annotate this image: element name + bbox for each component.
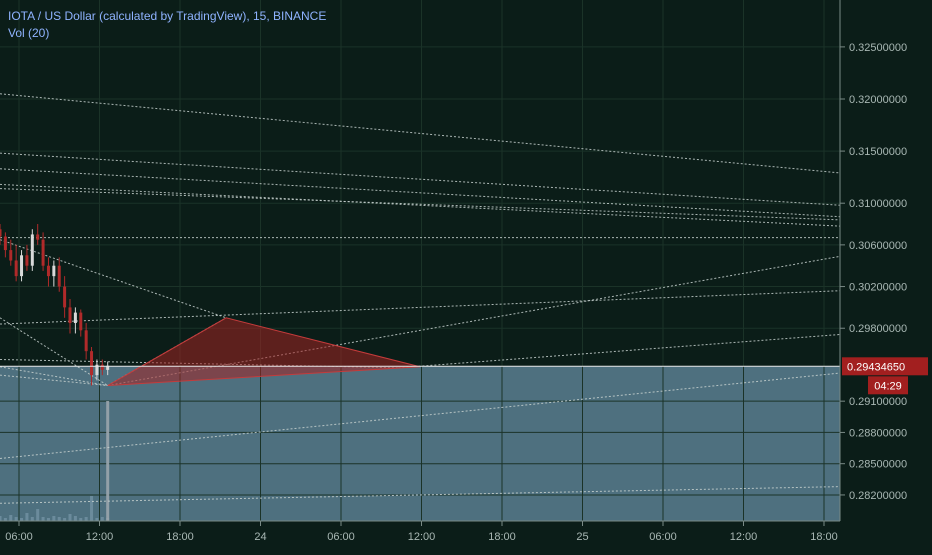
- volume-bar: [30, 517, 34, 521]
- trend-line[interactable]: [0, 152, 841, 206]
- price-tick-label: 0.31000000: [849, 198, 907, 210]
- candle-body[interactable]: [9, 250, 13, 261]
- price-tick-label: 0.28800000: [849, 427, 907, 439]
- legend: IOTA / US Dollar (calculated by TradingV…: [8, 8, 326, 42]
- time-tick-label: 24: [254, 531, 266, 543]
- candle-body[interactable]: [41, 239, 45, 266]
- candle-body[interactable]: [14, 260, 18, 277]
- trend-line[interactable]: [0, 93, 841, 174]
- candle-body[interactable]: [79, 312, 83, 331]
- price-tick-label: 0.30600000: [849, 240, 907, 252]
- volume-bar: [0, 516, 2, 521]
- trend-line[interactable]: [398, 333, 841, 369]
- price-tick-label: 0.28500000: [849, 459, 907, 471]
- volume-bar: [63, 518, 67, 521]
- time-axis-panel: [0, 521, 932, 550]
- candle-body[interactable]: [106, 365, 110, 370]
- trend-line[interactable]: [0, 290, 841, 325]
- candle-body[interactable]: [84, 330, 88, 352]
- volume-bar: [106, 401, 110, 521]
- volume-bar: [84, 517, 88, 521]
- countdown-badge: [868, 376, 908, 395]
- volume-indicator-label[interactable]: Vol (20): [8, 26, 50, 40]
- candle-body[interactable]: [95, 364, 99, 376]
- trend-line[interactable]: [0, 168, 841, 218]
- time-tick-label: 25: [576, 531, 588, 543]
- candle-body[interactable]: [30, 234, 34, 266]
- volume-bar: [46, 518, 50, 521]
- price-tick-label: 0.29800000: [849, 323, 907, 335]
- countdown-value: 04:29: [874, 380, 902, 392]
- candle-body[interactable]: [63, 286, 67, 308]
- trend-line[interactable]: [0, 188, 841, 221]
- last-price-value: 0.29434650: [847, 361, 905, 373]
- trend-line[interactable]: [0, 317, 108, 386]
- last-price-badge: [842, 357, 928, 376]
- candle-body[interactable]: [90, 351, 94, 376]
- volume-bar: [79, 518, 83, 521]
- time-tick-label: 06:00: [327, 531, 355, 543]
- candle-body[interactable]: [36, 234, 40, 240]
- time-tick-label: 06:00: [649, 531, 677, 543]
- volume-bar: [41, 517, 45, 521]
- volume-bar: [3, 518, 7, 521]
- price-tick-label: 0.28200000: [849, 490, 907, 502]
- candle-body[interactable]: [46, 265, 50, 277]
- price-tick-label: 0.30200000: [849, 282, 907, 294]
- volume-bar: [73, 516, 77, 521]
- price-tick-label: 0.32000000: [849, 94, 907, 106]
- trend-line[interactable]: [0, 372, 841, 459]
- candle-body[interactable]: [25, 255, 29, 266]
- volume-bar: [52, 516, 56, 521]
- trend-line[interactable]: [0, 183, 841, 227]
- price-tick-label: 0.29100000: [849, 396, 907, 408]
- candle-body[interactable]: [20, 255, 24, 277]
- candle-body[interactable]: [52, 265, 56, 277]
- time-tick-label: 12:00: [730, 531, 758, 543]
- volume-bar: [25, 513, 29, 521]
- lower-price-zone: [0, 366, 840, 521]
- volume-bar: [9, 515, 13, 521]
- symbol-title[interactable]: IOTA / US Dollar (calculated by TradingV…: [8, 9, 327, 23]
- volume-bar: [90, 496, 94, 521]
- candle-body[interactable]: [0, 229, 2, 237]
- candle-body[interactable]: [100, 364, 104, 370]
- time-tick-label: 18:00: [488, 531, 516, 543]
- price-tick-label: 0.31500000: [849, 146, 907, 158]
- triangle-pattern[interactable]: [107, 317, 421, 387]
- time-tick-label: 06:00: [5, 531, 33, 543]
- time-tick-label: 12:00: [408, 531, 436, 543]
- candle-body[interactable]: [57, 265, 61, 287]
- candle-body[interactable]: [3, 236, 7, 251]
- volume-bar: [36, 509, 40, 521]
- volume-bar: [14, 517, 18, 521]
- candle-body[interactable]: [68, 307, 72, 324]
- price-tick-label: 0.32500000: [849, 42, 907, 54]
- candle-body[interactable]: [73, 312, 77, 324]
- time-tick-label: 12:00: [86, 531, 114, 543]
- volume-bar: [100, 517, 104, 521]
- volume-bar: [95, 518, 99, 521]
- time-tick-label: 18:00: [166, 531, 194, 543]
- volume-bar: [57, 517, 61, 521]
- time-tick-label: 18:00: [810, 531, 838, 543]
- volume-bar: [68, 514, 72, 521]
- trend-line[interactable]: [0, 486, 841, 504]
- volume-bar: [20, 518, 24, 521]
- price-axis-panel: [840, 0, 932, 550]
